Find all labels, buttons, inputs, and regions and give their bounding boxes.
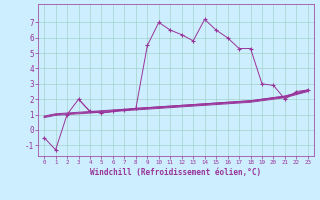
X-axis label: Windchill (Refroidissement éolien,°C): Windchill (Refroidissement éolien,°C) (91, 168, 261, 177)
